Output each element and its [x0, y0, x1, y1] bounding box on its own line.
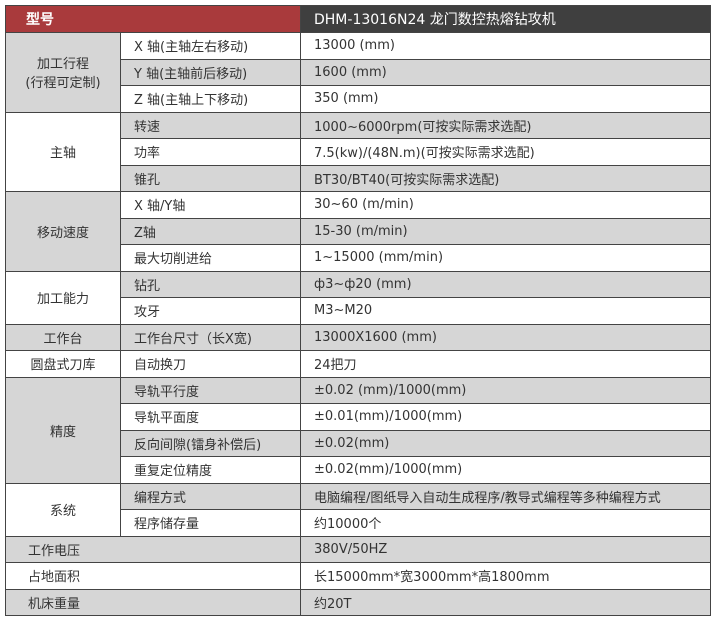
spec-item: Z 轴(主轴上下移动) — [120, 85, 301, 113]
table-row: 导轨平面度 ±0.01(mm)/1000(mm) — [6, 403, 711, 431]
table-row: 程序储存量 约10000个 — [6, 509, 711, 537]
spec-value: ф3~ф20 (mm) — [300, 270, 711, 298]
row-value: 长15000mm*宽3000mm*高1800mm — [300, 562, 711, 590]
spec-item: 编程方式 — [120, 482, 301, 510]
model-label: 型号 — [5, 5, 301, 33]
spec-value: 13000X1600 (mm) — [300, 323, 711, 351]
group-label: 主轴 — [5, 111, 121, 192]
spec-value: 15-30 (m/min) — [300, 217, 711, 245]
spec-item: 功率 — [120, 138, 301, 166]
table-row: 锥孔 BT30/BT40(可按实际需求选配) — [6, 164, 711, 192]
spec-value: 24把刀 — [300, 350, 711, 378]
spec-value: ±0.02(mm) — [300, 429, 711, 457]
spec-item: 导轨平面度 — [120, 403, 301, 431]
spec-value: 电脑编程/图纸导入自动生成程序/教导式编程等多种编程方式 — [300, 482, 711, 510]
group-label: 精度 — [5, 376, 121, 484]
spec-table: 型号 DHM-13016N24 龙门数控热熔钻攻机 加工行程 (行程可定制) X 轴… — [5, 5, 711, 616]
group-label: 工作台 — [5, 323, 121, 351]
spec-item: 程序储存量 — [120, 509, 301, 537]
spec-value: 350 (mm) — [300, 85, 711, 113]
table-row: Z轴 15-30 (m/min) — [6, 217, 711, 245]
spec-item: X 轴/Y轴 — [120, 191, 301, 219]
table-row: 圆盘式刀库 自动换刀 24把刀 — [5, 350, 711, 378]
table-row: 主轴 转速 1000~6000rpm(可按实际需求选配) — [5, 111, 711, 192]
group-label: 系统 — [5, 482, 121, 537]
spec-item: 工作台尺寸（长X宽) — [120, 323, 301, 351]
spec-item: 导轨平行度 — [120, 376, 301, 404]
group-label-line: 圆盘式刀库 — [30, 358, 96, 374]
spec-item: 攻牙 — [120, 297, 301, 325]
spec-item: 转速 — [120, 111, 301, 139]
group-label: 圆盘式刀库 — [5, 350, 121, 378]
group-label: 加工能力 — [5, 270, 121, 325]
spec-value: 1600 (mm) — [300, 58, 711, 86]
spec-value: 13000 (mm) — [300, 32, 711, 60]
group-label: 移动速度 — [5, 191, 121, 272]
header-row: 型号 DHM-13016N24 龙门数控热熔钻攻机 — [5, 5, 711, 33]
table-row: Z 轴(主轴上下移动) 350 (mm) — [6, 85, 711, 113]
spec-value: 1000~6000rpm(可按实际需求选配) — [300, 111, 711, 139]
table-row: 移动速度 X 轴/Y轴 30~60 (m/min) — [5, 191, 711, 272]
group-label-line: 工作台 — [43, 331, 83, 347]
group-label-line: 加工能力 — [36, 292, 89, 307]
table-row: 占地面积 长15000mm*宽3000mm*高1800mm — [5, 562, 711, 590]
spec-item: 自动换刀 — [120, 350, 301, 378]
spec-value: M3~M20 — [300, 297, 711, 325]
spec-value: 7.5(kw)/(48N.m)(可按实际需求选配) — [300, 138, 711, 166]
table-row: 重复定位精度 ±0.02(mm)/1000(mm) — [6, 456, 711, 484]
model-value: DHM-13016N24 龙门数控热熔钻攻机 — [300, 5, 711, 33]
table-row: 机床重量 约20T — [5, 588, 711, 616]
spec-value: ±0.02 (mm)/1000(mm) — [300, 376, 711, 404]
table-row: 加工能力 钻孔 ф3~ф20 (mm) — [5, 270, 711, 325]
table-row: 系统 编程方式 电脑编程/图纸导入自动生成程序/教导式编程等多种编程方式 — [5, 482, 711, 537]
table-row: 工作电压 380V/50HZ — [5, 535, 711, 563]
table-row: Y 轴(主轴前后移动) 1600 (mm) — [6, 58, 711, 86]
table-row: 工作台 工作台尺寸（长X宽) 13000X1600 (mm) — [5, 323, 711, 351]
spec-item: 反向间隙(镭身补偿后) — [120, 429, 301, 457]
row-label: 占地面积 — [5, 562, 301, 590]
table-row: 攻牙 M3~M20 — [6, 297, 711, 325]
group-label-line: 移动速度 — [36, 225, 89, 241]
group-label-line: 加工行程 — [36, 57, 89, 73]
spec-item: 重复定位精度 — [120, 456, 301, 484]
spec-value: BT30/BT40(可按实际需求选配) — [300, 164, 711, 192]
spec-value: ±0.02(mm)/1000(mm) — [300, 456, 711, 484]
spec-item: Y 轴(主轴前后移动) — [120, 58, 301, 86]
spec-value: 1~15000 (mm/min) — [300, 244, 711, 272]
table-row: 加工行程 (行程可定制) X 轴(主轴左右移动) 13000 (mm) — [5, 32, 711, 113]
table-row: 功率 7.5(kw)/(48N.m)(可按实际需求选配) — [6, 138, 711, 166]
row-label: 机床重量 — [5, 588, 301, 616]
row-value: 380V/50HZ — [300, 535, 711, 563]
group-label-line: (行程可定制) — [25, 76, 101, 92]
spec-item: 锥孔 — [120, 164, 301, 192]
spec-item: 最大切削进给 — [120, 244, 301, 272]
group-label: 加工行程 (行程可定制) — [5, 32, 121, 113]
row-value: 约20T — [300, 588, 711, 616]
spec-item: X 轴(主轴左右移动) — [120, 32, 301, 60]
row-label: 工作电压 — [5, 535, 301, 563]
table-row: 精度 导轨平行度 ±0.02 (mm)/1000(mm) — [5, 376, 711, 484]
spec-value: 约10000个 — [300, 509, 711, 537]
group-label-line: 系统 — [49, 504, 76, 519]
spec-item: 钻孔 — [120, 270, 301, 298]
group-label-line: 主轴 — [49, 146, 76, 162]
group-label-line: 精度 — [49, 424, 76, 440]
spec-value: 30~60 (m/min) — [300, 191, 711, 219]
spec-item: Z轴 — [120, 217, 301, 245]
spec-value: ±0.01(mm)/1000(mm) — [300, 403, 711, 431]
